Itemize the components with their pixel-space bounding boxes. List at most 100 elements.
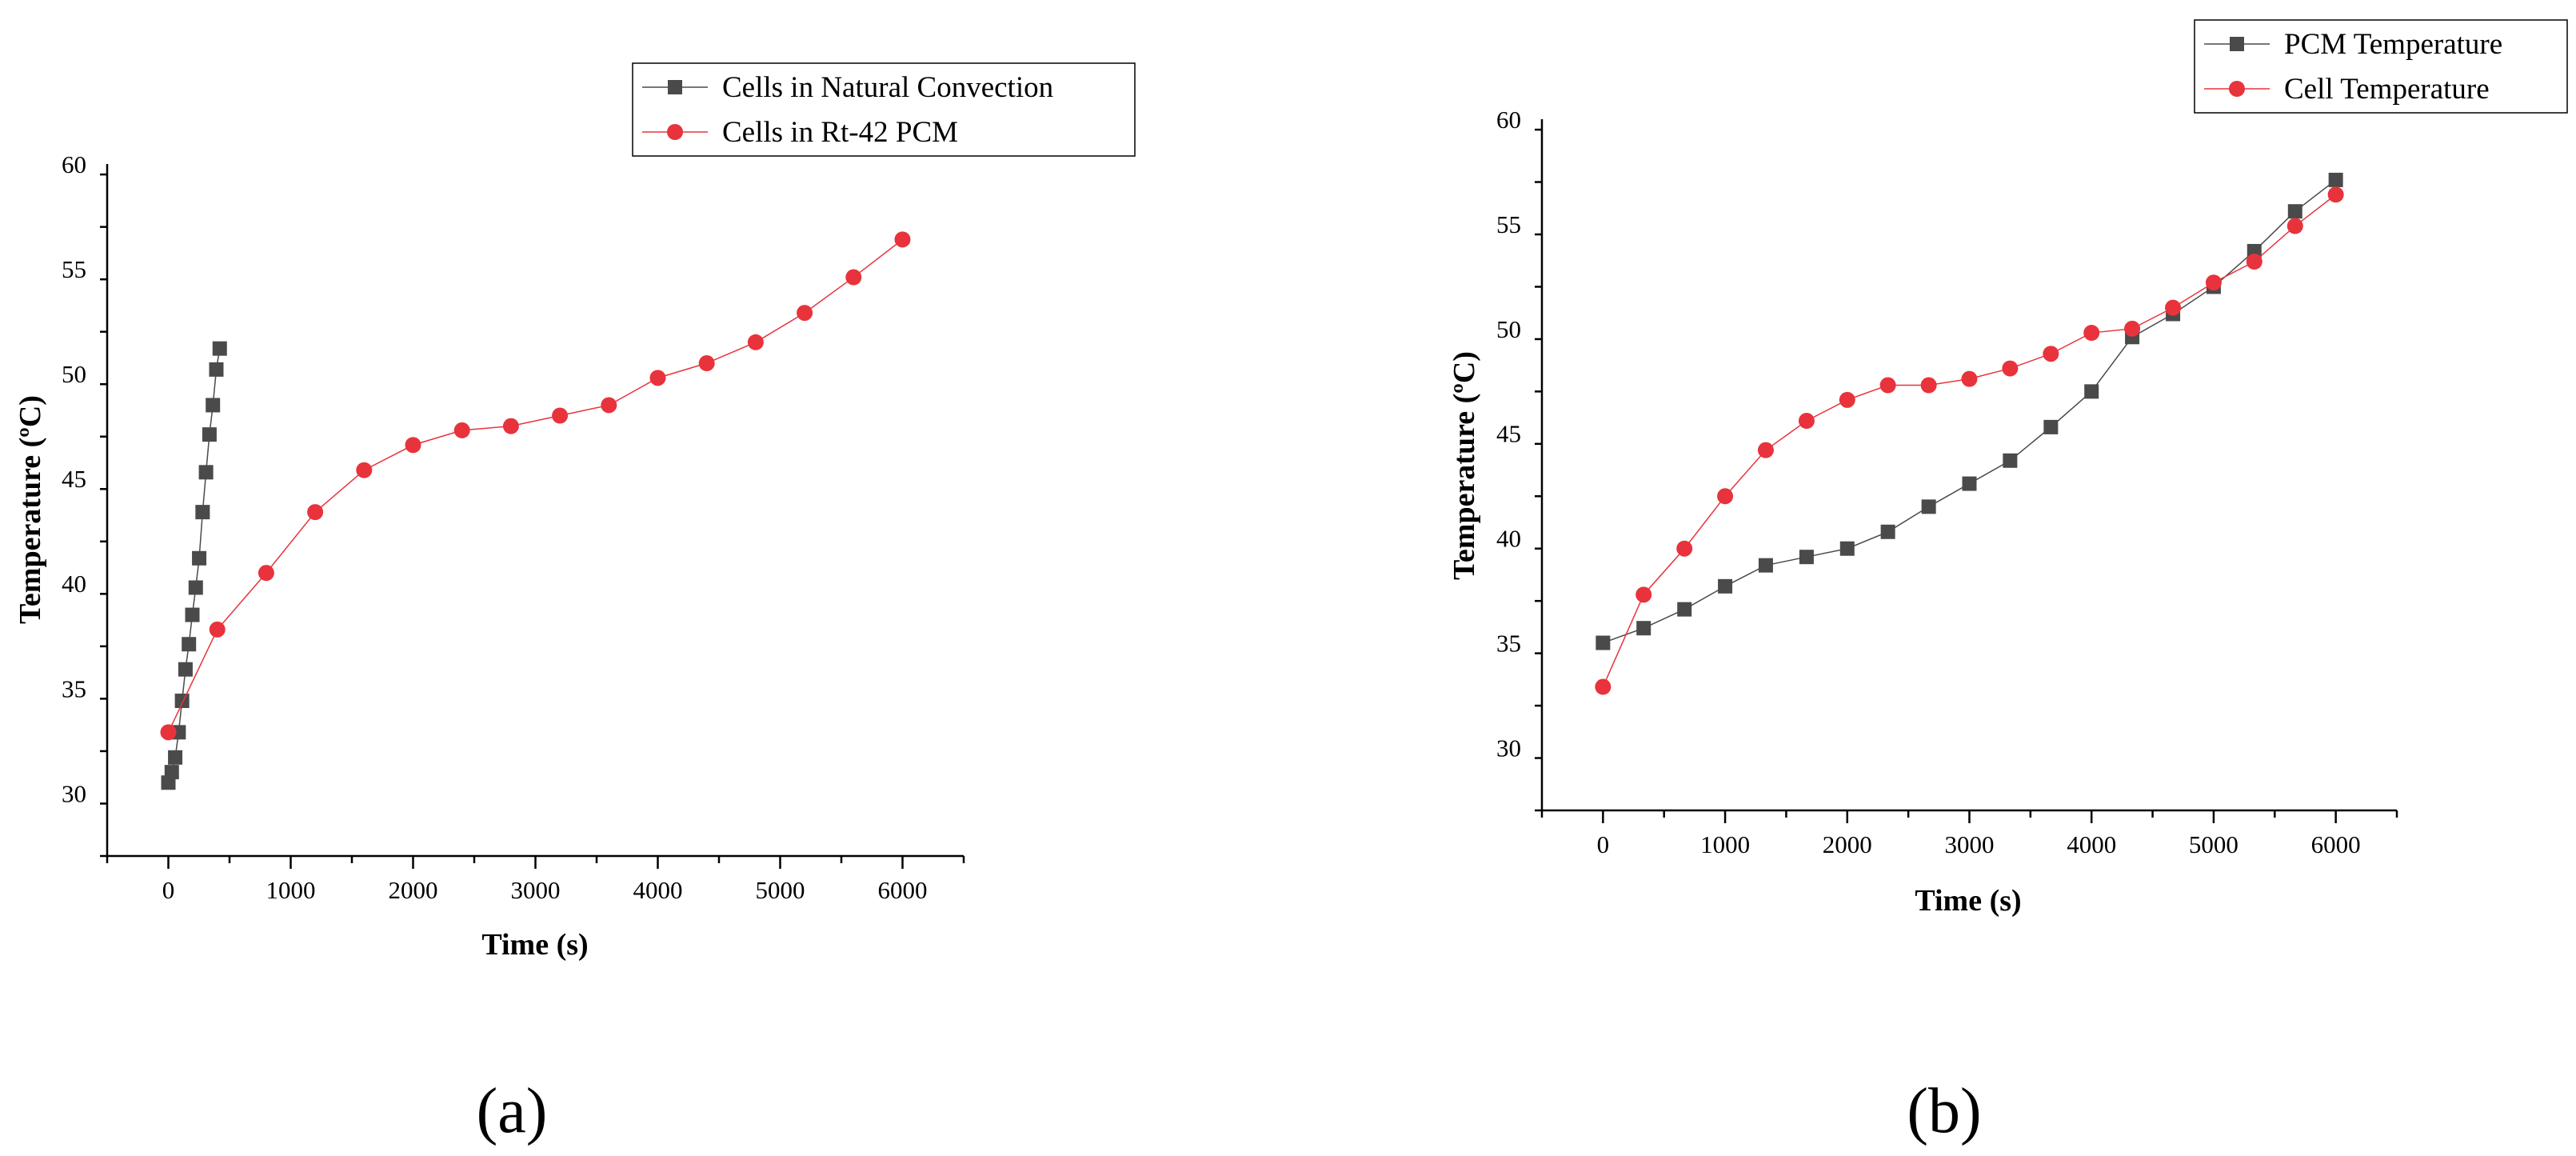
data-point (1595, 678, 1611, 695)
legend-entry: Cell Temperature (2284, 73, 2490, 106)
x-tick-label: 1000 (1700, 830, 1750, 858)
data-point (2003, 453, 2018, 468)
data-point (1961, 370, 1978, 387)
x-tick-label: 2000 (1823, 830, 1872, 858)
data-point (1839, 391, 1855, 408)
y-tick-label: 30 (62, 779, 86, 807)
y-tick-label: 45 (1496, 420, 1521, 448)
data-point (1635, 586, 1652, 603)
data-point (209, 621, 226, 638)
x-tick-label: 0 (162, 876, 175, 904)
panel-label: (b) (1907, 1076, 1981, 1146)
y-tick-label: 50 (62, 360, 86, 388)
data-point (894, 231, 911, 248)
chart-panel-a: 0 1000 2000 3000 4000 5000 6000 30 35 40 45 50 55 60 T… (14, 62, 1136, 1146)
data-point (649, 370, 666, 386)
x-tick-label: 6000 (878, 876, 928, 904)
data-point (178, 662, 193, 677)
y-tick-label: 40 (1496, 525, 1521, 553)
data-point (212, 341, 227, 356)
x-tick-label: 3000 (511, 876, 561, 904)
data-point (2246, 254, 2262, 270)
data-point (195, 505, 210, 520)
data-point (168, 750, 183, 765)
x-axis-title: Time (s) (481, 928, 588, 962)
data-point (1879, 377, 1896, 394)
legend-entry: Cells in Rt-42 PCM (722, 116, 958, 149)
data-point (192, 550, 207, 566)
data-point (1676, 540, 1693, 557)
y-axis-title: Temperature (ºC) (1448, 351, 1481, 580)
legend-swatch-marker (2230, 37, 2244, 51)
data-point (845, 269, 862, 286)
y-axis-title: Temperature (ºC) (14, 395, 47, 624)
data-point (2286, 218, 2303, 234)
data-point (453, 422, 470, 438)
panel-label: (a) (477, 1076, 548, 1146)
series-line (167, 238, 903, 733)
y-tick-label: 55 (1496, 210, 1521, 238)
series-1 (1596, 172, 2343, 650)
data-point (2043, 346, 2059, 362)
y-tick-label: 30 (1496, 734, 1521, 762)
legend: Cells in Natural Convection Cells in Rt-4… (632, 62, 1136, 157)
legend-entry: Cells in Natural Convection (722, 71, 1053, 104)
data-point (2328, 172, 2343, 187)
data-point (356, 462, 373, 478)
data-point (1921, 499, 1936, 514)
data-point (2287, 204, 2302, 219)
chart-panel-b: 0 1000 2000 3000 4000 5000 6000 30 35 40 45 50 55 60 T… (1448, 19, 2568, 1146)
y-tick-label: 60 (62, 150, 86, 178)
series-2 (1595, 186, 2344, 695)
legend: PCM Temperature Cell Temperature (2194, 19, 2568, 114)
data-point (747, 334, 764, 350)
data-point (502, 418, 519, 434)
data-point (1636, 621, 1651, 636)
data-point (2084, 384, 2099, 399)
data-point (1677, 602, 1692, 617)
y-tick-label: 35 (1496, 630, 1521, 658)
y-tick-label: 35 (62, 674, 86, 702)
data-point (1757, 442, 1774, 458)
x-tick-label: 5000 (756, 876, 805, 904)
data-point (1798, 413, 1815, 430)
data-point (307, 504, 324, 521)
data-point (1880, 524, 1895, 539)
data-point (160, 724, 177, 741)
series-1 (161, 341, 227, 790)
y-tick-label: 40 (62, 570, 86, 598)
data-point (258, 565, 274, 582)
data-point (2083, 325, 2100, 342)
data-point (405, 437, 421, 454)
y-tick-label: 55 (62, 255, 86, 283)
data-point (198, 465, 214, 480)
data-point (1920, 377, 1937, 394)
data-point (202, 427, 217, 442)
y-tick-label: 60 (1496, 106, 1521, 134)
data-point (2124, 320, 2141, 337)
series-line (167, 348, 221, 783)
data-point (164, 765, 179, 780)
x-tick-label: 0 (1597, 830, 1610, 858)
x-tick-label: 4000 (633, 876, 683, 904)
x-tick-label: 6000 (2311, 830, 2361, 858)
data-point (1962, 476, 1977, 491)
x-tick-label: 1000 (266, 876, 316, 904)
data-point (1717, 488, 1734, 505)
data-point (1839, 541, 1855, 556)
data-point (552, 407, 569, 424)
data-point (209, 362, 224, 377)
data-point (2327, 186, 2344, 203)
legend-entry: PCM Temperature (2284, 28, 2502, 61)
legend-swatch-marker (668, 80, 682, 94)
x-axis-title: Time (s) (1915, 884, 2021, 918)
series-2 (160, 231, 911, 741)
data-point (601, 397, 617, 414)
data-point (797, 305, 813, 322)
x-tick-label: 3000 (1945, 830, 1995, 858)
data-point (188, 580, 203, 595)
data-point (2043, 419, 2059, 434)
series-line (1603, 179, 2337, 644)
data-point (2205, 274, 2222, 291)
